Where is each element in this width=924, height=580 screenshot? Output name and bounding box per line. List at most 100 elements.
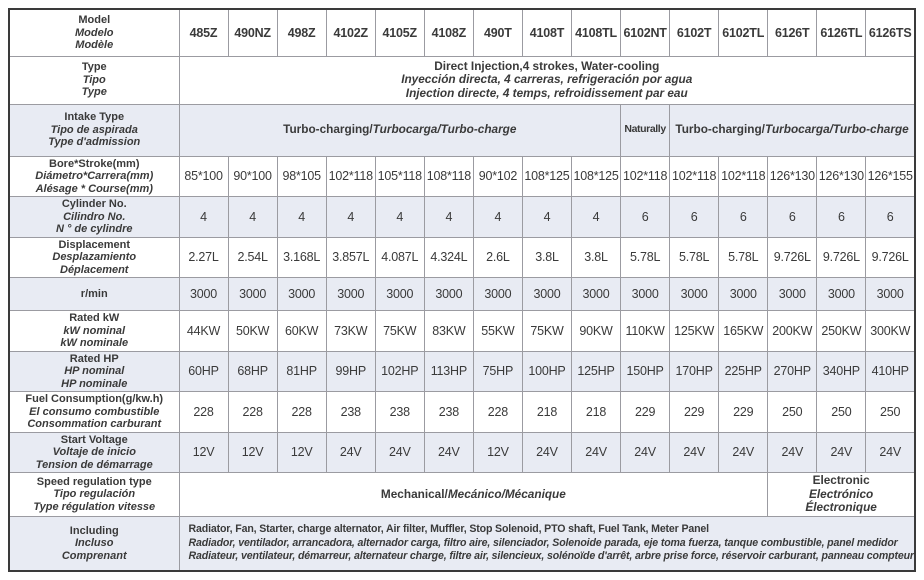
bore-stroke-value-cell: 90*100 bbox=[227, 155, 278, 197]
start-voltage-value-cell: 24V bbox=[325, 431, 376, 473]
model-cell: 4108Z bbox=[423, 8, 474, 57]
label-line: kW nominal bbox=[63, 324, 126, 337]
label-line: Type bbox=[81, 86, 107, 99]
rated-hp-value-cell: 125HP bbox=[570, 350, 622, 392]
label-line: Cylinder No. bbox=[61, 198, 127, 210]
row-label-model: Model Modelo Modèle bbox=[8, 8, 180, 57]
rated-kw-value-cell: 75KW bbox=[374, 310, 425, 352]
bore-stroke-value-cell: 90*102 bbox=[472, 155, 523, 197]
cylinder-no-value-cell: 4 bbox=[472, 196, 523, 238]
fuel-consumption-value-cell: 228 bbox=[276, 391, 327, 433]
rated-hp-value-cell: 60HP bbox=[178, 350, 229, 392]
intake-type-span-cell: Naturally bbox=[620, 103, 671, 157]
rpm-value-cell: 3000 bbox=[374, 277, 425, 311]
displacement-value-cell: 9.726L bbox=[865, 236, 916, 278]
label-line: Consommation carburant bbox=[27, 418, 162, 430]
start-voltage-value-cell: 24V bbox=[423, 431, 474, 473]
row-start-voltage: Start Voltage Voltaje de inicio Tension de… bbox=[8, 431, 916, 473]
label-line: Displacement bbox=[58, 238, 131, 251]
start-voltage-value-cell: 24V bbox=[767, 431, 818, 473]
fuel-consumption-value-cell: 250 bbox=[767, 391, 818, 433]
row-rated-hp: Rated HP HP nominal HP nominale 60HP 68HP 81H… bbox=[8, 350, 916, 392]
label-line: Diámetro*Carrera(mm) bbox=[35, 170, 154, 182]
span-segment: Naturally bbox=[624, 123, 666, 136]
label-line: Cilindro No. bbox=[63, 210, 126, 223]
fuel-consumption-value-cell: 228 bbox=[472, 391, 523, 433]
row-label-start-voltage: Start Voltage Voltaje de inicio Tension de… bbox=[8, 431, 180, 473]
label-line: Voltaje de inicio bbox=[52, 446, 136, 458]
rpm-value-cell: 3000 bbox=[816, 277, 867, 311]
rated-kw-value-cell: 125KW bbox=[669, 310, 720, 352]
span-segment: Electrónico bbox=[809, 486, 874, 501]
label-line: Déplacement bbox=[60, 263, 129, 276]
start-voltage-value-cell: 12V bbox=[276, 431, 327, 473]
row-label-cylinder-no: Cylinder No. Cilindro No. N ° de cylindre bbox=[8, 196, 180, 238]
row-label-fuel-consumption: Fuel Consumption(g/kw.h) El consumo combu… bbox=[8, 391, 180, 433]
rated-hp-value-cell: 170HP bbox=[669, 350, 720, 392]
row-intake-type: Intake Type Tipo de aspirada Type d'admiss… bbox=[8, 103, 916, 157]
label-line: Tipo de aspirada bbox=[50, 123, 138, 136]
fuel-consumption-value-cell: 229 bbox=[718, 391, 769, 433]
rated-kw-value-cell: 165KW bbox=[718, 310, 769, 352]
rpm-value-cell: 3000 bbox=[718, 277, 769, 311]
start-voltage-value-cell: 12V bbox=[178, 431, 229, 473]
span-segment: Electronic bbox=[812, 473, 870, 487]
span-line: Naturally bbox=[622, 123, 669, 137]
label-line: r/min bbox=[80, 287, 108, 300]
row-label-speed-regulation: Speed regulation type Tipo regulación Type… bbox=[8, 472, 180, 517]
span-segment: Turbocarga/Turbo-charge bbox=[764, 122, 909, 137]
cylinder-no-value-cell: 6 bbox=[718, 196, 769, 238]
rated-hp-value-cell: 270HP bbox=[767, 350, 818, 392]
rpm-value-cell: 3000 bbox=[276, 277, 327, 311]
cylinder-no-value-cell: 4 bbox=[276, 196, 327, 238]
cylinder-no-value-cell: 4 bbox=[374, 196, 425, 238]
rpm-value-cell: 3000 bbox=[423, 277, 474, 311]
label-line: Speed regulation type bbox=[36, 475, 152, 488]
rpm-value-cell: 3000 bbox=[669, 277, 720, 311]
displacement-value-cell: 4.087L bbox=[374, 236, 425, 278]
fuel-consumption-value-cell: 250 bbox=[865, 391, 916, 433]
start-voltage-value-cell: 24V bbox=[374, 431, 425, 473]
bore-stroke-value-cell: 102*118 bbox=[669, 155, 720, 197]
model-cell: 4108T bbox=[521, 8, 573, 57]
row-label-type: Type Tipo Type bbox=[8, 55, 180, 105]
rpm-value-cell: 3000 bbox=[570, 277, 622, 311]
row-fuel-consumption: Fuel Consumption(g/kw.h) El consumo combu… bbox=[8, 391, 916, 433]
cylinder-no-value-cell: 4 bbox=[423, 196, 474, 238]
rated-hp-value-cell: 102HP bbox=[374, 350, 425, 392]
label-line: Modelo bbox=[75, 26, 114, 39]
rpm-value-cell: 3000 bbox=[472, 277, 523, 311]
intake-type-span-cell: Turbo-charging/Turbocarga/Turbo-charge bbox=[178, 103, 622, 157]
model-cell: 6126T bbox=[767, 8, 818, 57]
rated-hp-value-cell: 150HP bbox=[620, 350, 671, 392]
speed-regulation-span-cell: Mechanical/Mecánico/Mécanique bbox=[178, 472, 769, 517]
rpm-value-cell: 3000 bbox=[521, 277, 573, 311]
displacement-value-cell: 9.726L bbox=[767, 236, 818, 278]
row-rated-kw: Rated kW kW nominal kW nominale 44KW 50KW 60K… bbox=[8, 310, 916, 352]
label-line: Modèle bbox=[75, 39, 114, 51]
model-cell: 485Z bbox=[178, 8, 229, 57]
span-line: Inyección directa, 4 carreras, refrigera… bbox=[180, 73, 914, 87]
rated-kw-value-cell: 60KW bbox=[276, 310, 327, 352]
bore-stroke-value-cell: 126*155 bbox=[865, 155, 916, 197]
cylinder-no-value-cell: 4 bbox=[227, 196, 278, 238]
fuel-consumption-value-cell: 229 bbox=[620, 391, 671, 433]
rated-kw-value-cell: 200KW bbox=[767, 310, 818, 352]
span-line: Turbo-charging/Turbocarga/Turbo-charge bbox=[671, 122, 914, 137]
start-voltage-value-cell: 24V bbox=[521, 431, 573, 473]
displacement-value-cell: 2.6L bbox=[472, 236, 523, 278]
label-line: Rated kW bbox=[69, 312, 120, 324]
label-line: HP nominale bbox=[61, 377, 128, 390]
fuel-consumption-value-cell: 218 bbox=[521, 391, 573, 433]
label-line: Fuel Consumption(g/kw.h) bbox=[25, 393, 164, 405]
displacement-value-cell: 5.78L bbox=[620, 236, 671, 278]
bore-stroke-value-cell: 126*130 bbox=[767, 155, 818, 197]
span-line: Electronic bbox=[769, 473, 914, 488]
start-voltage-value-cell: 24V bbox=[865, 431, 916, 473]
displacement-value-cell: 9.726L bbox=[816, 236, 867, 278]
fuel-consumption-value-cell: 238 bbox=[374, 391, 425, 433]
span-segment: Turbo-charging/ bbox=[283, 122, 373, 137]
label-line: kW nominale bbox=[60, 337, 129, 349]
cylinder-no-value-cell: 6 bbox=[767, 196, 818, 238]
